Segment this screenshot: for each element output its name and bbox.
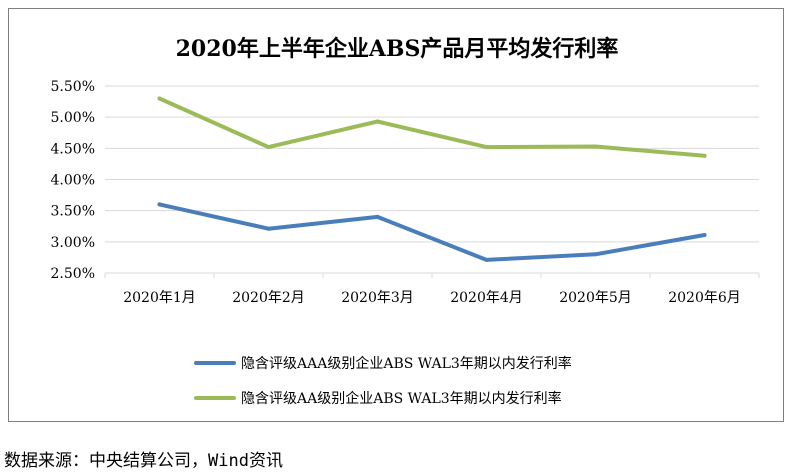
line-chart: 2020年上半年企业ABS产品月平均发行利率 2.50% 3.00% 3.50% 4.… [51, 36, 760, 407]
data-point [702, 232, 707, 237]
y-tick-label: 3.50% [51, 204, 95, 220]
data-point [702, 153, 707, 158]
data-point [266, 145, 271, 150]
chart-frame: 2020年上半年企业ABS产品月平均发行利率 2.50% 3.00% 3.50% 4.… [8, 8, 784, 422]
series-lines [157, 96, 707, 262]
x-tick-label: 2020年2月 [232, 290, 305, 306]
data-point [484, 145, 489, 150]
y-tick-label: 4.00% [51, 173, 95, 189]
legend-label: 隐含评级AA级别企业ABS WAL3年期以内发行利率 [241, 390, 562, 407]
x-tick-label: 2020年1月 [123, 290, 196, 306]
data-point [593, 144, 598, 149]
x-axis-ticks: 2020年1月 2020年2月 2020年3月 2020年4月 2020年5月 2020年… [104, 273, 760, 306]
data-point [484, 257, 489, 262]
chart-title: 2020年上半年企业ABS产品月平均发行利率 [176, 36, 619, 62]
data-point [593, 252, 598, 257]
data-point [375, 214, 380, 219]
x-tick-label: 2020年5月 [559, 290, 632, 306]
x-tick-label: 2020年4月 [450, 290, 523, 306]
data-point [375, 119, 380, 124]
data-point [266, 226, 271, 231]
y-tick-label: 2.50% [51, 266, 95, 282]
data-point [157, 202, 162, 207]
y-axis-ticks: 2.50% 3.00% 3.50% 4.00% 4.50% 5.00% 5.50% [51, 79, 95, 282]
gridlines [105, 85, 759, 243]
y-tick-label: 3.00% [51, 235, 95, 251]
series-line-2 [157, 96, 707, 158]
y-tick-label: 5.00% [51, 110, 95, 126]
y-tick-label: 5.50% [51, 79, 95, 95]
source-note: 数据来源：中央结算公司，Wind资讯 [4, 451, 283, 471]
y-tick-label: 4.50% [51, 141, 95, 157]
legend: 隐含评级AAA级别企业ABS WAL3年期以内发行利率隐含评级AA级别企业ABS… [194, 355, 572, 407]
x-tick-label: 2020年3月 [341, 290, 414, 306]
series-line-1 [157, 202, 707, 262]
data-point [157, 96, 162, 101]
legend-label: 隐含评级AAA级别企业ABS WAL3年期以内发行利率 [241, 355, 572, 372]
x-tick-label: 2020年6月 [668, 290, 741, 306]
